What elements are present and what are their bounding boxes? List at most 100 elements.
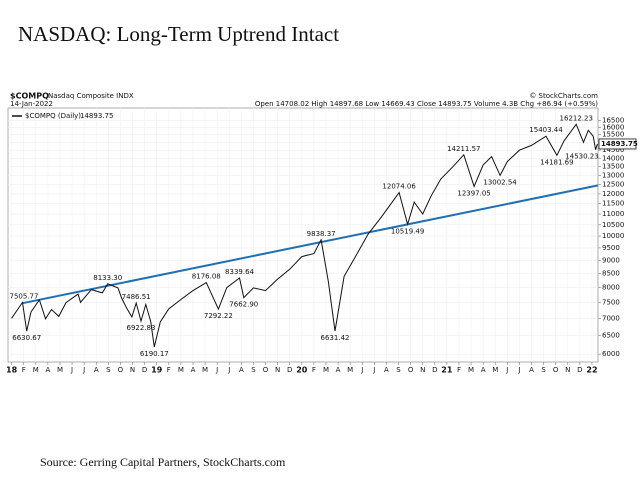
x-tick-label: M xyxy=(178,366,184,374)
y-tick-label: 10500 xyxy=(602,221,624,229)
y-tick-label: 12000 xyxy=(602,190,624,198)
x-tick-label: N xyxy=(275,366,280,374)
x-tick-label: S xyxy=(396,366,401,374)
annotation: 6190.17 xyxy=(140,350,169,358)
x-tick-label: M xyxy=(57,366,63,374)
x-tick-label: A xyxy=(529,366,534,374)
chart-title: NASDAQ: Long-Term Uptrend Intact xyxy=(18,22,339,46)
x-tick-label: J xyxy=(82,366,85,374)
x-tick-label: F xyxy=(312,366,316,374)
x-tick-label: J xyxy=(517,366,520,374)
annotation: 8176.08 xyxy=(192,273,221,281)
annotation: 15403.44 xyxy=(529,126,563,134)
x-tick-label: J xyxy=(227,366,230,374)
annotation: 7505.77 xyxy=(10,292,39,300)
y-tick-label: 13000 xyxy=(602,171,624,179)
x-tick-label: J xyxy=(372,366,375,374)
y-tick-label: 16500 xyxy=(602,116,624,124)
x-tick-label: O xyxy=(263,366,269,374)
date: 14-Jan-2022 xyxy=(10,100,53,108)
x-tick-label: 18 xyxy=(6,366,18,375)
x-tick-label: A xyxy=(45,366,50,374)
y-tick-label: 8000 xyxy=(602,284,620,292)
y-tick-label: 11500 xyxy=(602,200,624,208)
annotation: 6631.42 xyxy=(321,334,350,342)
y-tick-label: 9500 xyxy=(602,244,620,252)
x-tick-label: O xyxy=(118,366,124,374)
annotation: 13002.54 xyxy=(483,178,517,186)
price-line xyxy=(11,123,598,348)
annotation: 14530.23 xyxy=(565,153,598,161)
x-tick-label: S xyxy=(106,366,111,374)
y-tick-label: 14000 xyxy=(602,154,624,162)
y-tick-label: 12500 xyxy=(602,180,624,188)
quote: Open 14708.02 High 14897.68 Low 14669.43… xyxy=(255,100,598,108)
x-tick-label: J xyxy=(360,366,363,374)
x-tick-label: M xyxy=(492,366,498,374)
annotation: 8133.30 xyxy=(93,274,122,282)
x-tick-label: N xyxy=(420,366,425,374)
x-tick-label: S xyxy=(541,366,546,374)
annotation: 12397.05 xyxy=(457,189,490,197)
y-tick-label: 10000 xyxy=(602,232,624,240)
legend-name: $COMPQ (Daily) xyxy=(25,112,81,120)
annotation: 8339.64 xyxy=(225,268,254,276)
annotation: 7292.22 xyxy=(204,312,233,320)
x-tick-label: M xyxy=(468,366,474,374)
y-tick-label: 6000 xyxy=(602,350,620,358)
last-price-box xyxy=(598,138,637,150)
y-tick-label: 8500 xyxy=(602,270,620,278)
x-tick-label: 19 xyxy=(151,366,163,375)
plot-frame xyxy=(7,107,599,363)
y-tick-label: 9000 xyxy=(602,256,620,264)
y-tick-label: 15500 xyxy=(602,131,624,139)
x-tick-label: O xyxy=(553,366,559,374)
x-tick-label: A xyxy=(94,366,99,374)
x-tick-label: 22 xyxy=(586,366,597,375)
last-price: 14893.75 xyxy=(601,140,638,148)
annotation: 16212.23 xyxy=(560,114,593,122)
y-tick-label: 6500 xyxy=(602,332,620,340)
x-tick-label: D xyxy=(287,366,292,374)
annotation: 12074.06 xyxy=(382,182,416,190)
x-tick-label: D xyxy=(432,366,437,374)
x-tick-label: F xyxy=(167,366,171,374)
x-tick-label: M xyxy=(202,366,208,374)
annotation: 10519.49 xyxy=(391,227,424,235)
credit: © StockCharts.com xyxy=(529,92,598,100)
x-tick-label: D xyxy=(577,366,582,374)
x-tick-label: M xyxy=(33,366,39,374)
x-tick-label: A xyxy=(239,366,244,374)
x-tick-label: D xyxy=(142,366,147,374)
x-tick-label: M xyxy=(323,366,329,374)
x-tick-label: A xyxy=(336,366,341,374)
x-tick-label: A xyxy=(481,366,486,374)
y-tick-label: 16000 xyxy=(602,123,624,131)
y-tick-label: 11000 xyxy=(602,210,624,218)
trendline xyxy=(22,184,599,305)
x-tick-label: F xyxy=(457,366,461,374)
x-tick-label: S xyxy=(251,366,256,374)
annotation: 14211.57 xyxy=(447,145,480,153)
x-tick-label: A xyxy=(191,366,196,374)
x-tick-label: 20 xyxy=(296,366,308,375)
x-tick-label: O xyxy=(408,366,414,374)
y-tick-label: 13500 xyxy=(602,163,624,171)
source: Source: Gerring Capital Partners, StockC… xyxy=(40,455,286,469)
x-tick-label: A xyxy=(384,366,389,374)
legend-value: 14893.75 xyxy=(80,112,113,120)
x-tick-label: J xyxy=(215,366,218,374)
x-tick-label: 21 xyxy=(441,366,453,375)
x-tick-label: N xyxy=(130,366,135,374)
y-tick-label: 7000 xyxy=(602,315,620,323)
y-tick-label: 7500 xyxy=(602,299,620,307)
x-tick-label: N xyxy=(565,366,570,374)
annotation: 9838.37 xyxy=(307,230,336,238)
annotation: 6922.83 xyxy=(127,324,156,332)
symbol: $COMPQ xyxy=(10,92,49,101)
annotation: 6630.67 xyxy=(12,334,41,342)
x-tick-label: M xyxy=(347,366,353,374)
x-tick-label: F xyxy=(22,366,26,374)
x-tick-label: J xyxy=(70,366,73,374)
